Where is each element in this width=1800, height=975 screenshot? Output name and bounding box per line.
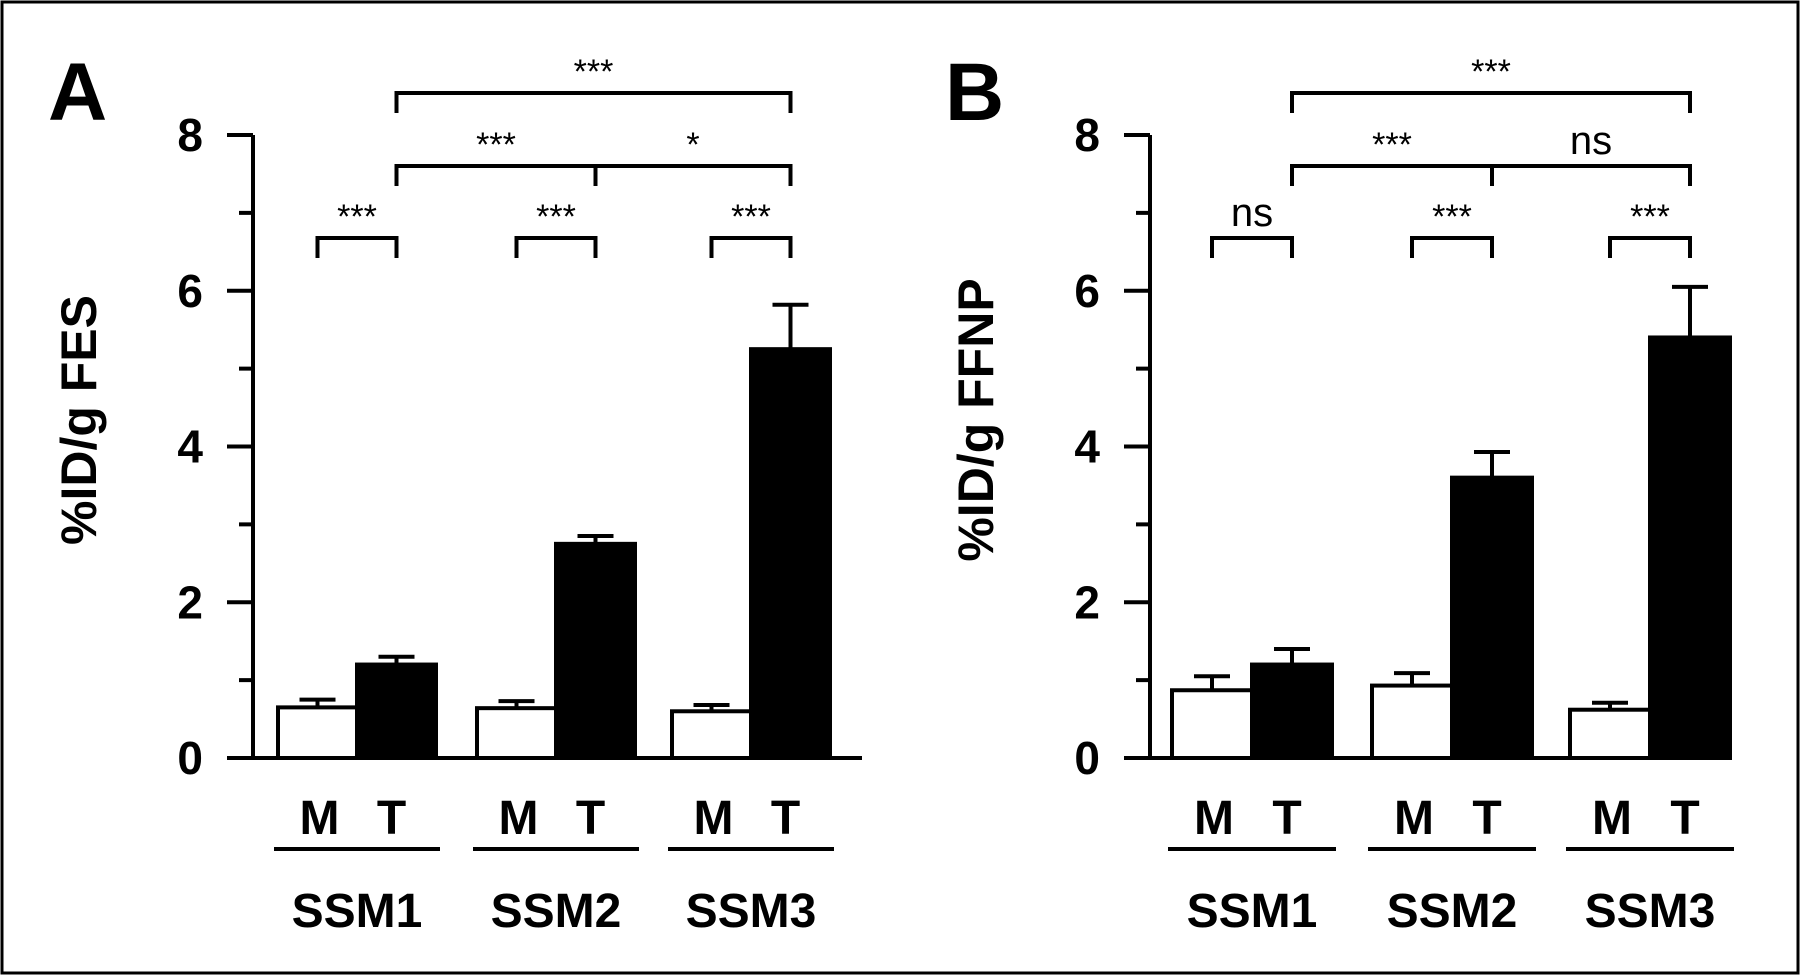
bar-ssm2-m <box>475 706 558 760</box>
y-axis-title: %ID/g FES <box>51 295 107 545</box>
significance-label: *** <box>476 126 516 164</box>
significance-label: * <box>686 126 699 164</box>
bar-category-label: T <box>1472 792 1501 845</box>
panel-label: B <box>945 47 1004 138</box>
bar-category-label: T <box>576 792 605 845</box>
bar-ssm3-t <box>1648 335 1732 760</box>
y-tick-label: 6 <box>1074 265 1100 317</box>
significance-bracket <box>315 236 399 258</box>
y-tick-label: 4 <box>1074 421 1100 473</box>
significance-label: *** <box>337 198 377 236</box>
y-tick-label: 0 <box>177 732 203 784</box>
group-label: SSM1 <box>1187 885 1318 938</box>
y-axis-title: %ID/g FFNP <box>948 278 1004 561</box>
significance-bracket <box>1210 236 1294 258</box>
bar-ssm2-t <box>554 541 637 760</box>
significance-bracket <box>1490 164 1692 186</box>
bar-category-label: T <box>377 792 406 845</box>
significance-label: *** <box>574 53 614 91</box>
significance-bracket <box>514 236 598 258</box>
significance-bracket <box>394 91 793 113</box>
y-tick-label: 0 <box>1074 732 1100 784</box>
bar-ssm3-m <box>1568 707 1652 761</box>
significance-label: *** <box>731 198 771 236</box>
bar-ssm2-m <box>1370 683 1454 760</box>
group-label: SSM1 <box>292 885 423 938</box>
bar-ssm1-t <box>355 662 438 760</box>
significance-label: *** <box>1432 198 1472 236</box>
bar-ssm3-m <box>670 709 753 761</box>
bar-ssm2-t <box>1450 475 1534 760</box>
significance-bracket <box>593 164 793 186</box>
significance-bracket <box>1608 236 1692 258</box>
significance-bracket <box>394 164 598 186</box>
bar-category-label: M <box>1194 792 1234 845</box>
group-label: SSM3 <box>1585 885 1716 938</box>
panel-label: A <box>48 47 107 138</box>
bar-category-label: M <box>694 792 734 845</box>
bar-category-label: M <box>1394 792 1434 845</box>
y-tick-label: 2 <box>177 576 203 628</box>
significance-label: *** <box>536 198 576 236</box>
significance-label: *** <box>1372 126 1412 164</box>
significance-label: ns <box>1231 191 1273 235</box>
significance-bracket <box>1290 91 1692 113</box>
bar-category-label: T <box>771 792 800 845</box>
bar-category-label: T <box>1670 792 1699 845</box>
bar-ssm1-t <box>1250 662 1334 760</box>
bar-ssm3-t <box>749 347 832 760</box>
significance-bracket <box>709 236 793 258</box>
group-label: SSM2 <box>1387 885 1518 938</box>
significance-bracket <box>1290 164 1494 186</box>
bar-ssm1-m <box>276 705 359 760</box>
bar-category-label: T <box>1272 792 1301 845</box>
significance-bracket <box>1410 236 1494 258</box>
bar-ssm1-m <box>1170 688 1254 761</box>
y-tick-label: 6 <box>177 265 203 317</box>
significance-label: ns <box>1570 119 1612 163</box>
y-tick-label: 4 <box>177 421 203 473</box>
significance-label: *** <box>1630 198 1670 236</box>
y-tick-label: 8 <box>177 109 203 161</box>
y-tick-label: 8 <box>1074 109 1100 161</box>
group-label: SSM2 <box>491 885 622 938</box>
bar-category-label: M <box>1592 792 1632 845</box>
significance-label: *** <box>1471 53 1511 91</box>
group-label: SSM3 <box>686 885 817 938</box>
bar-category-label: M <box>499 792 539 845</box>
bar-category-label: M <box>300 792 340 845</box>
y-tick-label: 2 <box>1074 576 1100 628</box>
